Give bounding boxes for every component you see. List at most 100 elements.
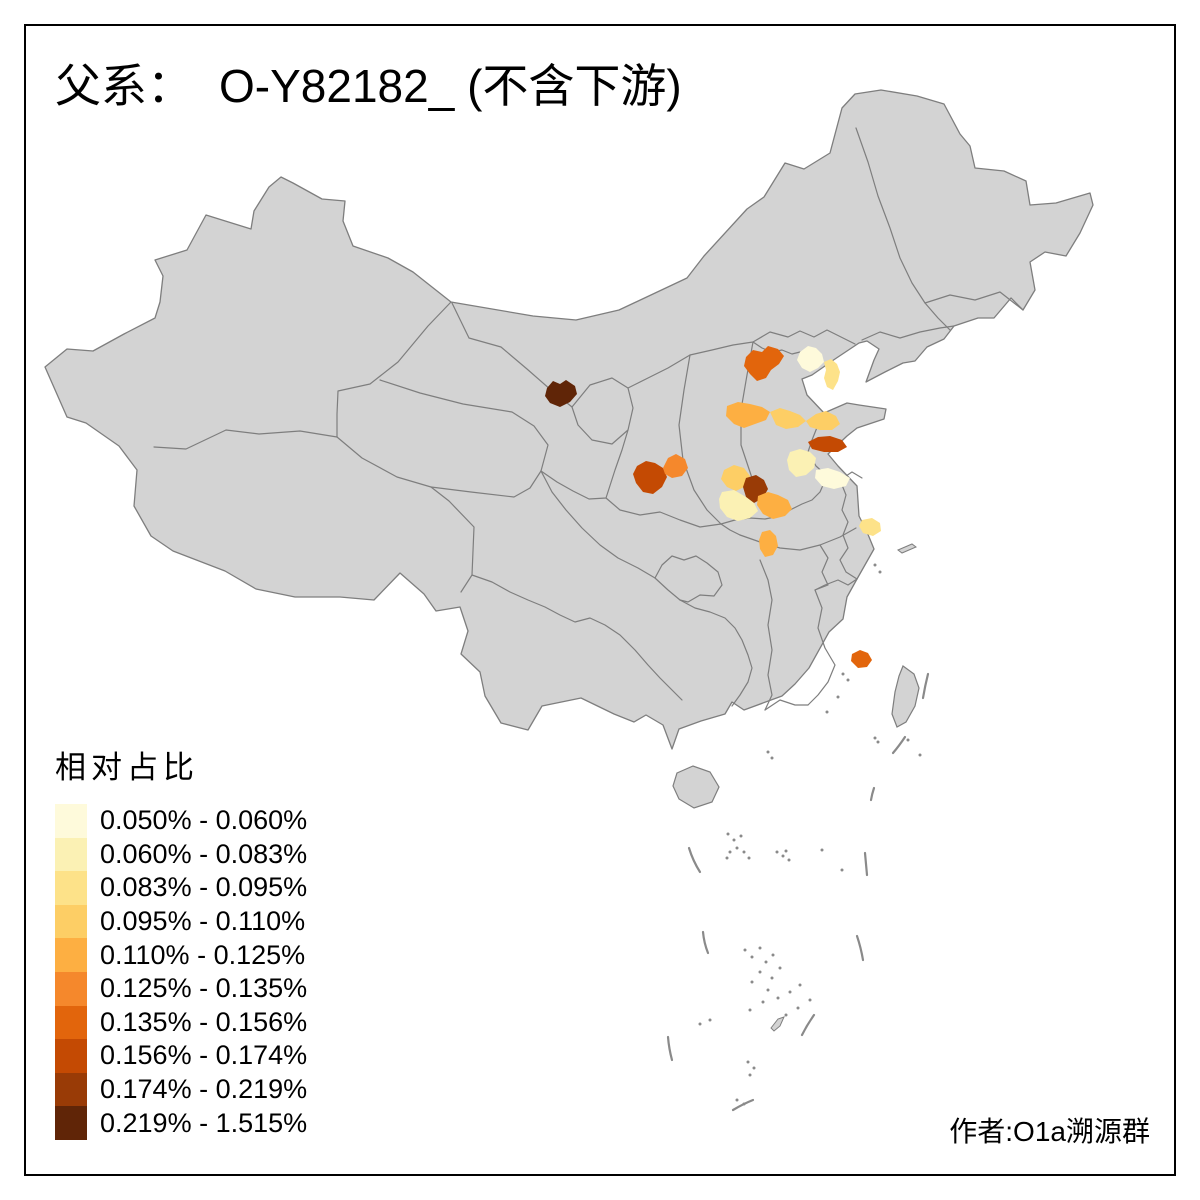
title-suffix: (不含下游) <box>467 60 682 112</box>
legend-range-label: 0.095% - 0.110% <box>100 906 306 937</box>
island-dot <box>798 983 802 987</box>
island-dot <box>748 1008 752 1012</box>
island-dot <box>735 1098 739 1102</box>
island-dot <box>728 850 732 854</box>
island-dot <box>876 740 880 744</box>
prefecture-region <box>770 408 806 429</box>
colored-prefectures <box>545 346 881 668</box>
island-dot <box>766 988 770 992</box>
nine-dash-line-segment <box>800 1013 816 1037</box>
island-dot <box>796 1006 800 1010</box>
nine-dash-line-segment <box>701 930 710 955</box>
legend: 相对占比 0.050% - 0.060% 0.060% - 0.083% 0.0… <box>55 750 307 1140</box>
prefecture-region <box>633 461 667 494</box>
prefecture-region <box>806 411 840 430</box>
island-dot <box>784 849 788 853</box>
taiwan-island <box>891 665 920 728</box>
island-dot <box>725 856 729 860</box>
prefecture-region <box>859 518 881 536</box>
island-dot <box>781 854 785 858</box>
island-dot <box>708 1018 712 1022</box>
island-dot <box>750 955 754 959</box>
island-dot <box>758 970 762 974</box>
legend-range-label: 0.083% - 0.095% <box>100 872 308 903</box>
prefecture-region <box>719 490 758 521</box>
legend-row: 0.083% - 0.095% <box>55 871 307 905</box>
prefecture-region <box>759 530 778 557</box>
island-dot <box>746 1060 750 1064</box>
island-dot <box>787 858 791 862</box>
prefecture-region <box>663 454 688 478</box>
nine-dash-line-segment <box>855 934 865 962</box>
attribution: 作者:O1a溯源群 <box>949 1116 1150 1147</box>
legend-swatch <box>55 904 87 939</box>
island-dot <box>778 966 782 970</box>
title-haplogroup: O-Y82182_ <box>219 60 455 112</box>
legend-row: 0.125% - 0.135% <box>55 971 308 1006</box>
legend-row: 0.110% - 0.125% <box>55 938 307 972</box>
islands <box>672 543 920 1032</box>
island-dot <box>776 996 780 1000</box>
island-dot <box>820 848 824 852</box>
prefecture-region <box>808 436 847 452</box>
nine-dash-line <box>666 672 930 1112</box>
legend-range-label: 0.050% - 0.060% <box>100 805 308 836</box>
legend-row: 0.135% - 0.156% <box>55 1005 308 1040</box>
page-title: 父系： O-Y82182_ (不含下游) <box>55 60 682 112</box>
nine-dash-line-segment <box>891 735 907 755</box>
legend-row: 0.060% - 0.083% <box>55 837 307 872</box>
prefecture-region <box>824 359 840 390</box>
legend-range-label: 0.219% - 1.515% <box>100 1107 308 1138</box>
title-prefix: 父系： <box>55 60 193 112</box>
island-dot <box>808 998 812 1002</box>
nine-dash-line-segment <box>869 786 876 802</box>
islet-dots <box>698 563 922 1106</box>
legend-range-label: 0.125% - 0.135% <box>100 973 308 1004</box>
legend-row: 0.219% - 1.515% <box>55 1106 307 1140</box>
legend-range-label: 0.135% - 0.156% <box>100 1006 308 1037</box>
legend-row: 0.174% - 0.219% <box>55 1072 307 1107</box>
legend-title: 相对占比 <box>55 750 199 785</box>
nine-dash-line-segment <box>863 851 869 877</box>
island-dot <box>846 678 850 682</box>
nine-dash-line-segment <box>687 846 702 874</box>
nine-dash-line-segment <box>666 1035 674 1062</box>
island-dot <box>873 563 877 567</box>
hainan-island <box>672 765 720 809</box>
legend-swatch <box>55 938 87 972</box>
island-dot <box>836 695 840 699</box>
island-dot <box>742 1102 746 1106</box>
island-dot <box>698 1022 702 1026</box>
prefecture-region <box>721 465 750 491</box>
legend-range-label: 0.156% - 0.174% <box>100 1040 308 1071</box>
legend-swatch <box>55 871 87 905</box>
prefecture-region <box>744 346 784 381</box>
legend-swatch <box>55 1039 87 1073</box>
legend-rows: 0.050% - 0.060% 0.060% - 0.083% 0.083% -… <box>55 804 307 1140</box>
legend-swatch <box>55 971 87 1006</box>
prefecture-region <box>851 650 872 668</box>
prefecture-region <box>757 492 792 519</box>
legend-row: 0.156% - 0.174% <box>55 1039 307 1073</box>
island-dot <box>775 850 779 854</box>
island-dot <box>918 753 922 757</box>
nine-dash-line-segment <box>921 672 930 700</box>
island-dot <box>739 834 743 838</box>
island-dot <box>770 976 774 980</box>
legend-swatch <box>55 1072 87 1107</box>
prefecture-region <box>726 402 770 428</box>
legend-swatch <box>55 1005 87 1040</box>
island-dot <box>735 846 739 850</box>
island-dot <box>750 980 754 984</box>
island-dot <box>788 990 792 994</box>
island-dot <box>841 672 845 676</box>
island-dot <box>748 1073 752 1077</box>
island-dot <box>878 570 882 574</box>
island-dot <box>906 738 910 742</box>
legend-swatch <box>55 837 87 872</box>
island-dot <box>825 710 829 714</box>
island-dot <box>752 1066 756 1070</box>
legend-range-label: 0.110% - 0.125% <box>100 939 306 970</box>
island-dot <box>732 838 736 842</box>
